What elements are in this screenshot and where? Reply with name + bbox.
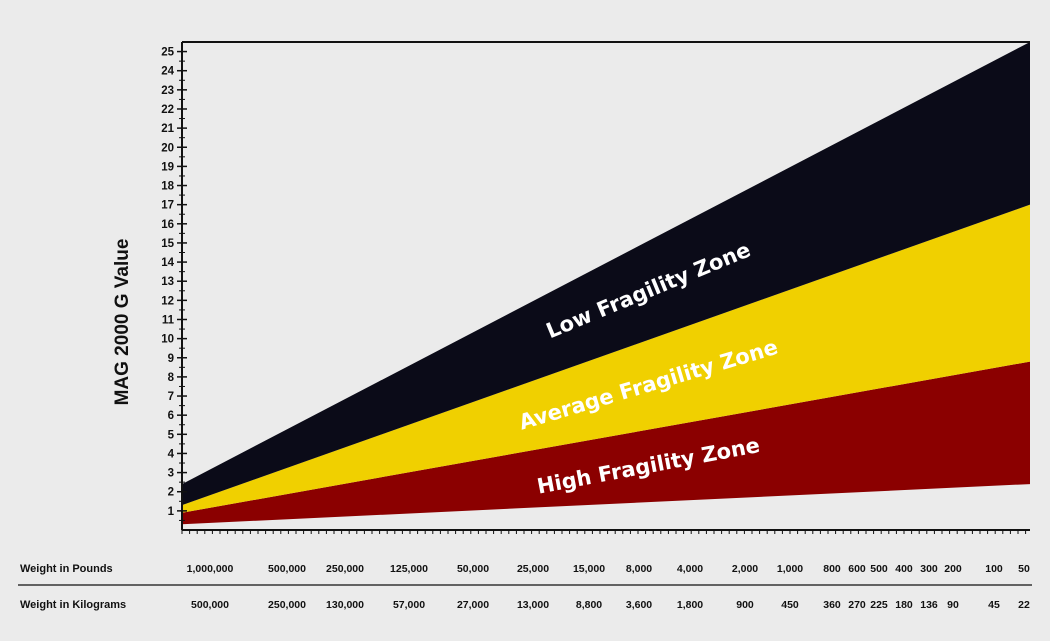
kilograms-tick-label: 1,800 xyxy=(677,599,703,611)
pounds-tick-label: 2,000 xyxy=(732,563,758,575)
pounds-tick-label: 8,000 xyxy=(626,563,652,575)
kilograms-tick-label: 500,000 xyxy=(191,599,229,611)
y-tick-label: 8 xyxy=(168,372,175,384)
pounds-tick-label: 15,000 xyxy=(573,563,605,575)
pounds-tick-label: 300 xyxy=(920,563,938,575)
y-axis-label: MAG 2000 G Value xyxy=(112,239,133,406)
kilograms-tick-label: 225 xyxy=(870,599,888,611)
kilograms-tick-label: 270 xyxy=(848,599,866,611)
y-tick-label: 14 xyxy=(161,257,174,269)
pounds-tick-label: 125,000 xyxy=(390,563,428,575)
kilograms-tick-label: 8,800 xyxy=(576,599,602,611)
y-tick-label: 25 xyxy=(161,47,174,59)
y-tick-label: 11 xyxy=(162,314,175,326)
y-tick-label: 17 xyxy=(161,200,174,212)
pounds-tick-label: 200 xyxy=(944,563,962,575)
pounds-tick-label: 1,000 xyxy=(777,563,803,575)
kilograms-tick-label: 57,000 xyxy=(393,599,425,611)
pounds-tick-label: 100 xyxy=(985,563,1003,575)
pounds-tick-label: 800 xyxy=(823,563,841,575)
y-tick-label: 7 xyxy=(168,391,174,403)
y-tick-label: 2 xyxy=(168,487,174,499)
kilograms-tick-label: 360 xyxy=(823,599,841,611)
y-tick-label: 21 xyxy=(161,123,174,135)
pounds-tick-label: 50,000 xyxy=(457,563,489,575)
y-tick-label: 18 xyxy=(161,181,174,193)
kilograms-tick-label: 27,000 xyxy=(457,599,489,611)
pounds-tick-label: 500 xyxy=(870,563,888,575)
pounds-tick-label: 1,000,000 xyxy=(187,563,234,575)
y-tick-label: 19 xyxy=(161,161,174,173)
kilograms-tick-label: 90 xyxy=(947,599,959,611)
kilograms-row-label: Weight in Kilograms xyxy=(20,599,126,611)
y-tick-label: 12 xyxy=(161,295,174,307)
kilograms-tick-label: 45 xyxy=(988,599,1000,611)
pounds-tick-label: 4,000 xyxy=(677,563,703,575)
average-fragility-zone-area xyxy=(182,204,1030,513)
y-tick-label: 24 xyxy=(161,66,174,78)
kilograms-tick-label: 13,000 xyxy=(517,599,549,611)
y-tick-label: 3 xyxy=(168,468,174,480)
pounds-row-label: Weight in Pounds xyxy=(20,563,113,575)
high-fragility-zone-area xyxy=(182,361,1030,525)
kilograms-tick-label: 22 xyxy=(1018,599,1030,611)
y-tick-label: 9 xyxy=(168,353,174,365)
y-tick-label: 22 xyxy=(161,104,174,116)
kilograms-tick-label: 130,000 xyxy=(326,599,364,611)
pounds-tick-label: 25,000 xyxy=(517,563,549,575)
kilograms-tick-label: 450 xyxy=(781,599,799,611)
y-tick-label: 13 xyxy=(161,276,174,288)
kilograms-tick-label: 3,600 xyxy=(626,599,652,611)
kilograms-tick-label: 250,000 xyxy=(268,599,306,611)
y-tick-label: 16 xyxy=(161,219,174,231)
pounds-tick-label: 500,000 xyxy=(268,563,306,575)
low-fragility-zone-area xyxy=(182,42,1030,506)
kilograms-tick-label: 136 xyxy=(920,599,938,611)
kilograms-tick-label: 180 xyxy=(895,599,913,611)
y-tick-label: 1 xyxy=(168,506,175,518)
y-tick-label: 6 xyxy=(168,410,174,422)
pounds-tick-label: 50 xyxy=(1018,563,1030,575)
y-tick-label: 5 xyxy=(168,429,175,441)
y-tick-label: 23 xyxy=(161,85,174,97)
pounds-tick-label: 250,000 xyxy=(326,563,364,575)
pounds-tick-label: 600 xyxy=(848,563,866,575)
y-tick-label: 15 xyxy=(161,238,174,250)
y-tick-label: 20 xyxy=(161,142,174,154)
kilograms-tick-label: 900 xyxy=(736,599,754,611)
y-tick-label: 10 xyxy=(161,334,174,346)
pounds-tick-label: 400 xyxy=(895,563,913,575)
y-tick-label: 4 xyxy=(168,448,175,460)
